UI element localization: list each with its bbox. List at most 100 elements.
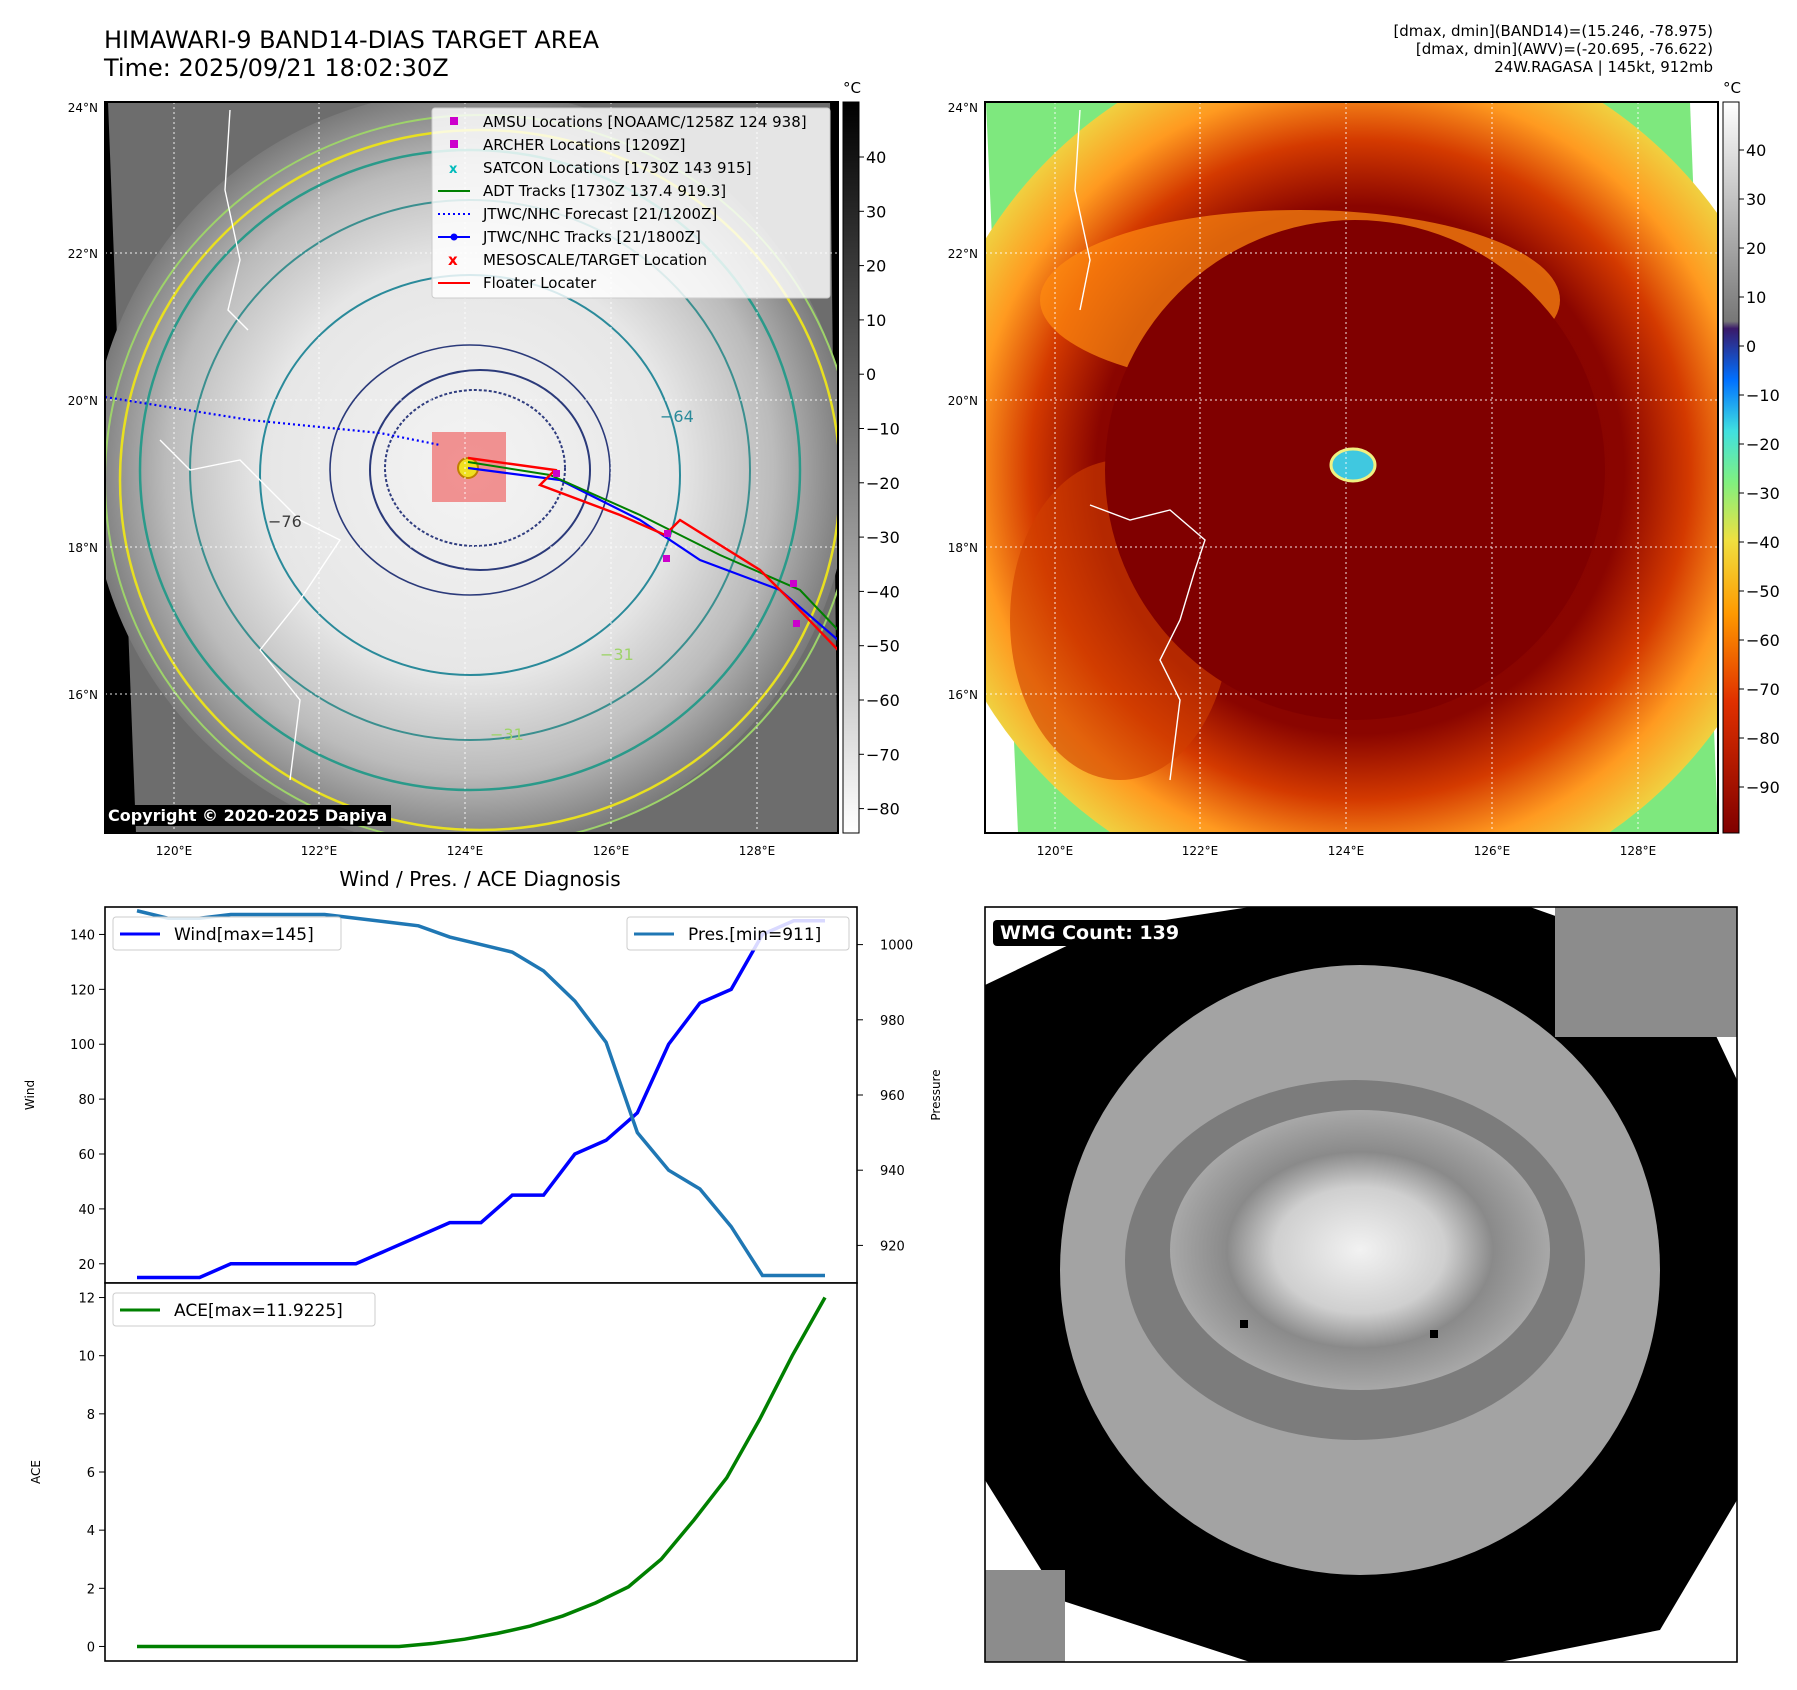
ace-axis-label: ACE (29, 1460, 43, 1484)
legend-item-floater: Floater Locater (483, 274, 597, 292)
colorbar-tick-label: −20 (866, 474, 900, 493)
adt-track (467, 461, 838, 631)
ace-tick-label: 12 (78, 1292, 95, 1307)
colorbar-tick-label: −40 (866, 582, 900, 601)
ace-tick-label: 4 (87, 1524, 95, 1539)
colorbar-tick-label: 10 (1746, 288, 1766, 307)
colorbar-tick-label: 0 (1746, 337, 1756, 356)
colorbar-tick-label: −80 (866, 800, 900, 819)
legend-item-adt: ADT Tracks [1730Z 137.4 919.3] (483, 182, 726, 200)
wind-series-line (137, 918, 825, 1280)
ace-tick-label: 6 (87, 1466, 95, 1481)
wind-tick-label: 140 (70, 928, 95, 943)
colorbar-tick-label: −10 (866, 420, 900, 439)
stats-line-2: [dmax, dmin](AWV)=(-20.695, -76.622) (1415, 40, 1713, 58)
svg-text:120°E: 120°E (1037, 844, 1074, 858)
ace-tick-label: 10 (78, 1350, 95, 1365)
colorbar-tick-label: 20 (1746, 239, 1766, 258)
stats-line-1: [dmax, dmin](BAND14)=(15.246, -78.975) (1393, 22, 1713, 40)
wmg-count-label: WMG Count: 139 (993, 920, 1187, 946)
pressure-legend-label: Pres.[min=911] (688, 925, 821, 945)
svg-text:16°N: 16°N (948, 688, 978, 702)
contour-label-4: −31 (600, 645, 634, 664)
colorbar-tick-label: −30 (1746, 484, 1780, 503)
pressure-tick-label: 1000 (880, 939, 913, 954)
eye (1329, 447, 1377, 483)
svg-text:x: x (449, 162, 458, 177)
contour-label-2: −76 (268, 512, 302, 531)
pressure-tick-label: 920 (880, 1239, 905, 1254)
colorbar-tick-label: 30 (1746, 190, 1766, 209)
stats-line-3: 24W.RAGASA | 145kt, 912mb (1494, 58, 1713, 76)
ace-series-line (137, 1296, 827, 1649)
svg-text:24°N: 24°N (948, 101, 978, 115)
wind-legend: Wind[max=145] (112, 916, 342, 951)
legend-item-target: MESOSCALE/TARGET Location (483, 251, 707, 269)
ace-chart: 0 2 4 6 8 10 12 ACE ACE[max=11.9225] (29, 1282, 858, 1662)
svg-text:°C: °C (843, 79, 861, 97)
diagnosis-title: Wind / Pres. / ACE Diagnosis (339, 867, 620, 891)
wind-pressure-chart: 20 40 60 80 100 120 140 920 940 960 980 1000 Wind P… (23, 906, 943, 1284)
figure-title: HIMAWARI-9 BAND14-DIAS TARGET AREA Time:… (104, 26, 599, 82)
svg-text:24°N: 24°N (68, 101, 98, 115)
ace-tick-label: 0 (87, 1640, 95, 1655)
ace-tick-label: 8 (87, 1408, 95, 1423)
ir-colorbar: °C 40 30 20 10 0 −10 −20 −30 −40 −50 −60 −70 −80 (842, 79, 900, 834)
colorbar-tick-label: −60 (1746, 631, 1780, 650)
ace-legend-label: ACE[max=11.9225] (174, 1301, 343, 1321)
ace-tick-label: 2 (87, 1582, 95, 1597)
svg-text:16°N: 16°N (68, 688, 98, 702)
colorbar-tick-label: −90 (1746, 778, 1780, 797)
svg-text:x: x (448, 251, 458, 269)
pressure-axis-label: Pressure (929, 1069, 943, 1120)
copyright-label: Copyright © 2020-2025 Dapiya (104, 805, 392, 826)
colorbar-tick-label: 0 (866, 365, 876, 384)
svg-text:120°E: 120°E (156, 844, 193, 858)
awv-map-panel (985, 102, 1718, 833)
colorbar-tick-label: −70 (866, 745, 900, 764)
svg-text:124°E: 124°E (1328, 844, 1365, 858)
ir-map-axes: 24°N 22°N 20°N 18°N 16°N 120°E 122°E 124… (68, 101, 776, 858)
pressure-tick-label: 980 (880, 1014, 905, 1029)
awv-colorbar: °C 40 30 20 10 0 −10 −20 −30 −40 −50 −60 −70 −80 −90 (1722, 79, 1780, 834)
colorbar-tick-label: 20 (866, 257, 886, 276)
wind-axis-label: Wind (23, 1080, 37, 1110)
wind-tick-label: 100 (70, 1038, 95, 1053)
ace-legend: ACE[max=11.9225] (112, 1292, 376, 1327)
wind-tick-label: 20 (78, 1258, 95, 1273)
title-line-1: HIMAWARI-9 BAND14-DIAS TARGET AREA (104, 26, 600, 54)
colorbar-tick-label: −50 (866, 637, 900, 656)
legend-item-satcon: SATCON Locations [1730Z 143 915] (483, 159, 751, 177)
colorbar-tick-label: −20 (1746, 435, 1780, 454)
svg-text:°C: °C (1723, 79, 1741, 97)
svg-text:22°N: 22°N (948, 247, 978, 261)
wmg-panel (985, 907, 1737, 1662)
wind-tick-label: 120 (70, 983, 95, 998)
legend-item-jtwc-tracks: JTWC/NHC Tracks [21/1800Z] (482, 228, 701, 246)
pressure-tick-label: 960 (880, 1089, 905, 1104)
svg-text:18°N: 18°N (948, 541, 978, 555)
colorbar-tick-label: 10 (866, 311, 886, 330)
title-line-2: Time: 2025/09/21 18:02:30Z (104, 54, 449, 82)
legend-item-amsu: AMSU Locations [NOAAMC/1258Z 124 938] (483, 113, 807, 131)
wind-tick-label: 60 (78, 1148, 95, 1163)
map-legend: AMSU Locations [NOAAMC/1258Z 124 938] AR… (431, 107, 831, 299)
wind-tick-label: 40 (78, 1203, 95, 1218)
legend-item-forecast: JTWC/NHC Forecast [21/1200Z] (482, 205, 717, 223)
colorbar-tick-label: −50 (1746, 582, 1780, 601)
svg-text:20°N: 20°N (68, 394, 98, 408)
legend-item-archer: ARCHER Locations [1209Z] (483, 136, 686, 154)
svg-text:20°N: 20°N (948, 394, 978, 408)
awv-map-axes: 24°N 22°N 20°N 18°N 16°N 120°E 122°E 124… (948, 101, 1657, 858)
colorbar-tick-label: 40 (1746, 141, 1766, 160)
contour-label-1: −64 (660, 407, 694, 426)
svg-text:122°E: 122°E (1182, 844, 1219, 858)
svg-text:124°E: 124°E (447, 844, 484, 858)
wind-legend-label: Wind[max=145] (174, 925, 314, 945)
svg-text:122°E: 122°E (301, 844, 338, 858)
colorbar-tick-label: 40 (866, 148, 886, 167)
pressure-legend: Pres.[min=911] (626, 916, 850, 951)
contour-label-3: −31 (490, 725, 524, 744)
colorbar-tick-label: −40 (1746, 533, 1780, 552)
